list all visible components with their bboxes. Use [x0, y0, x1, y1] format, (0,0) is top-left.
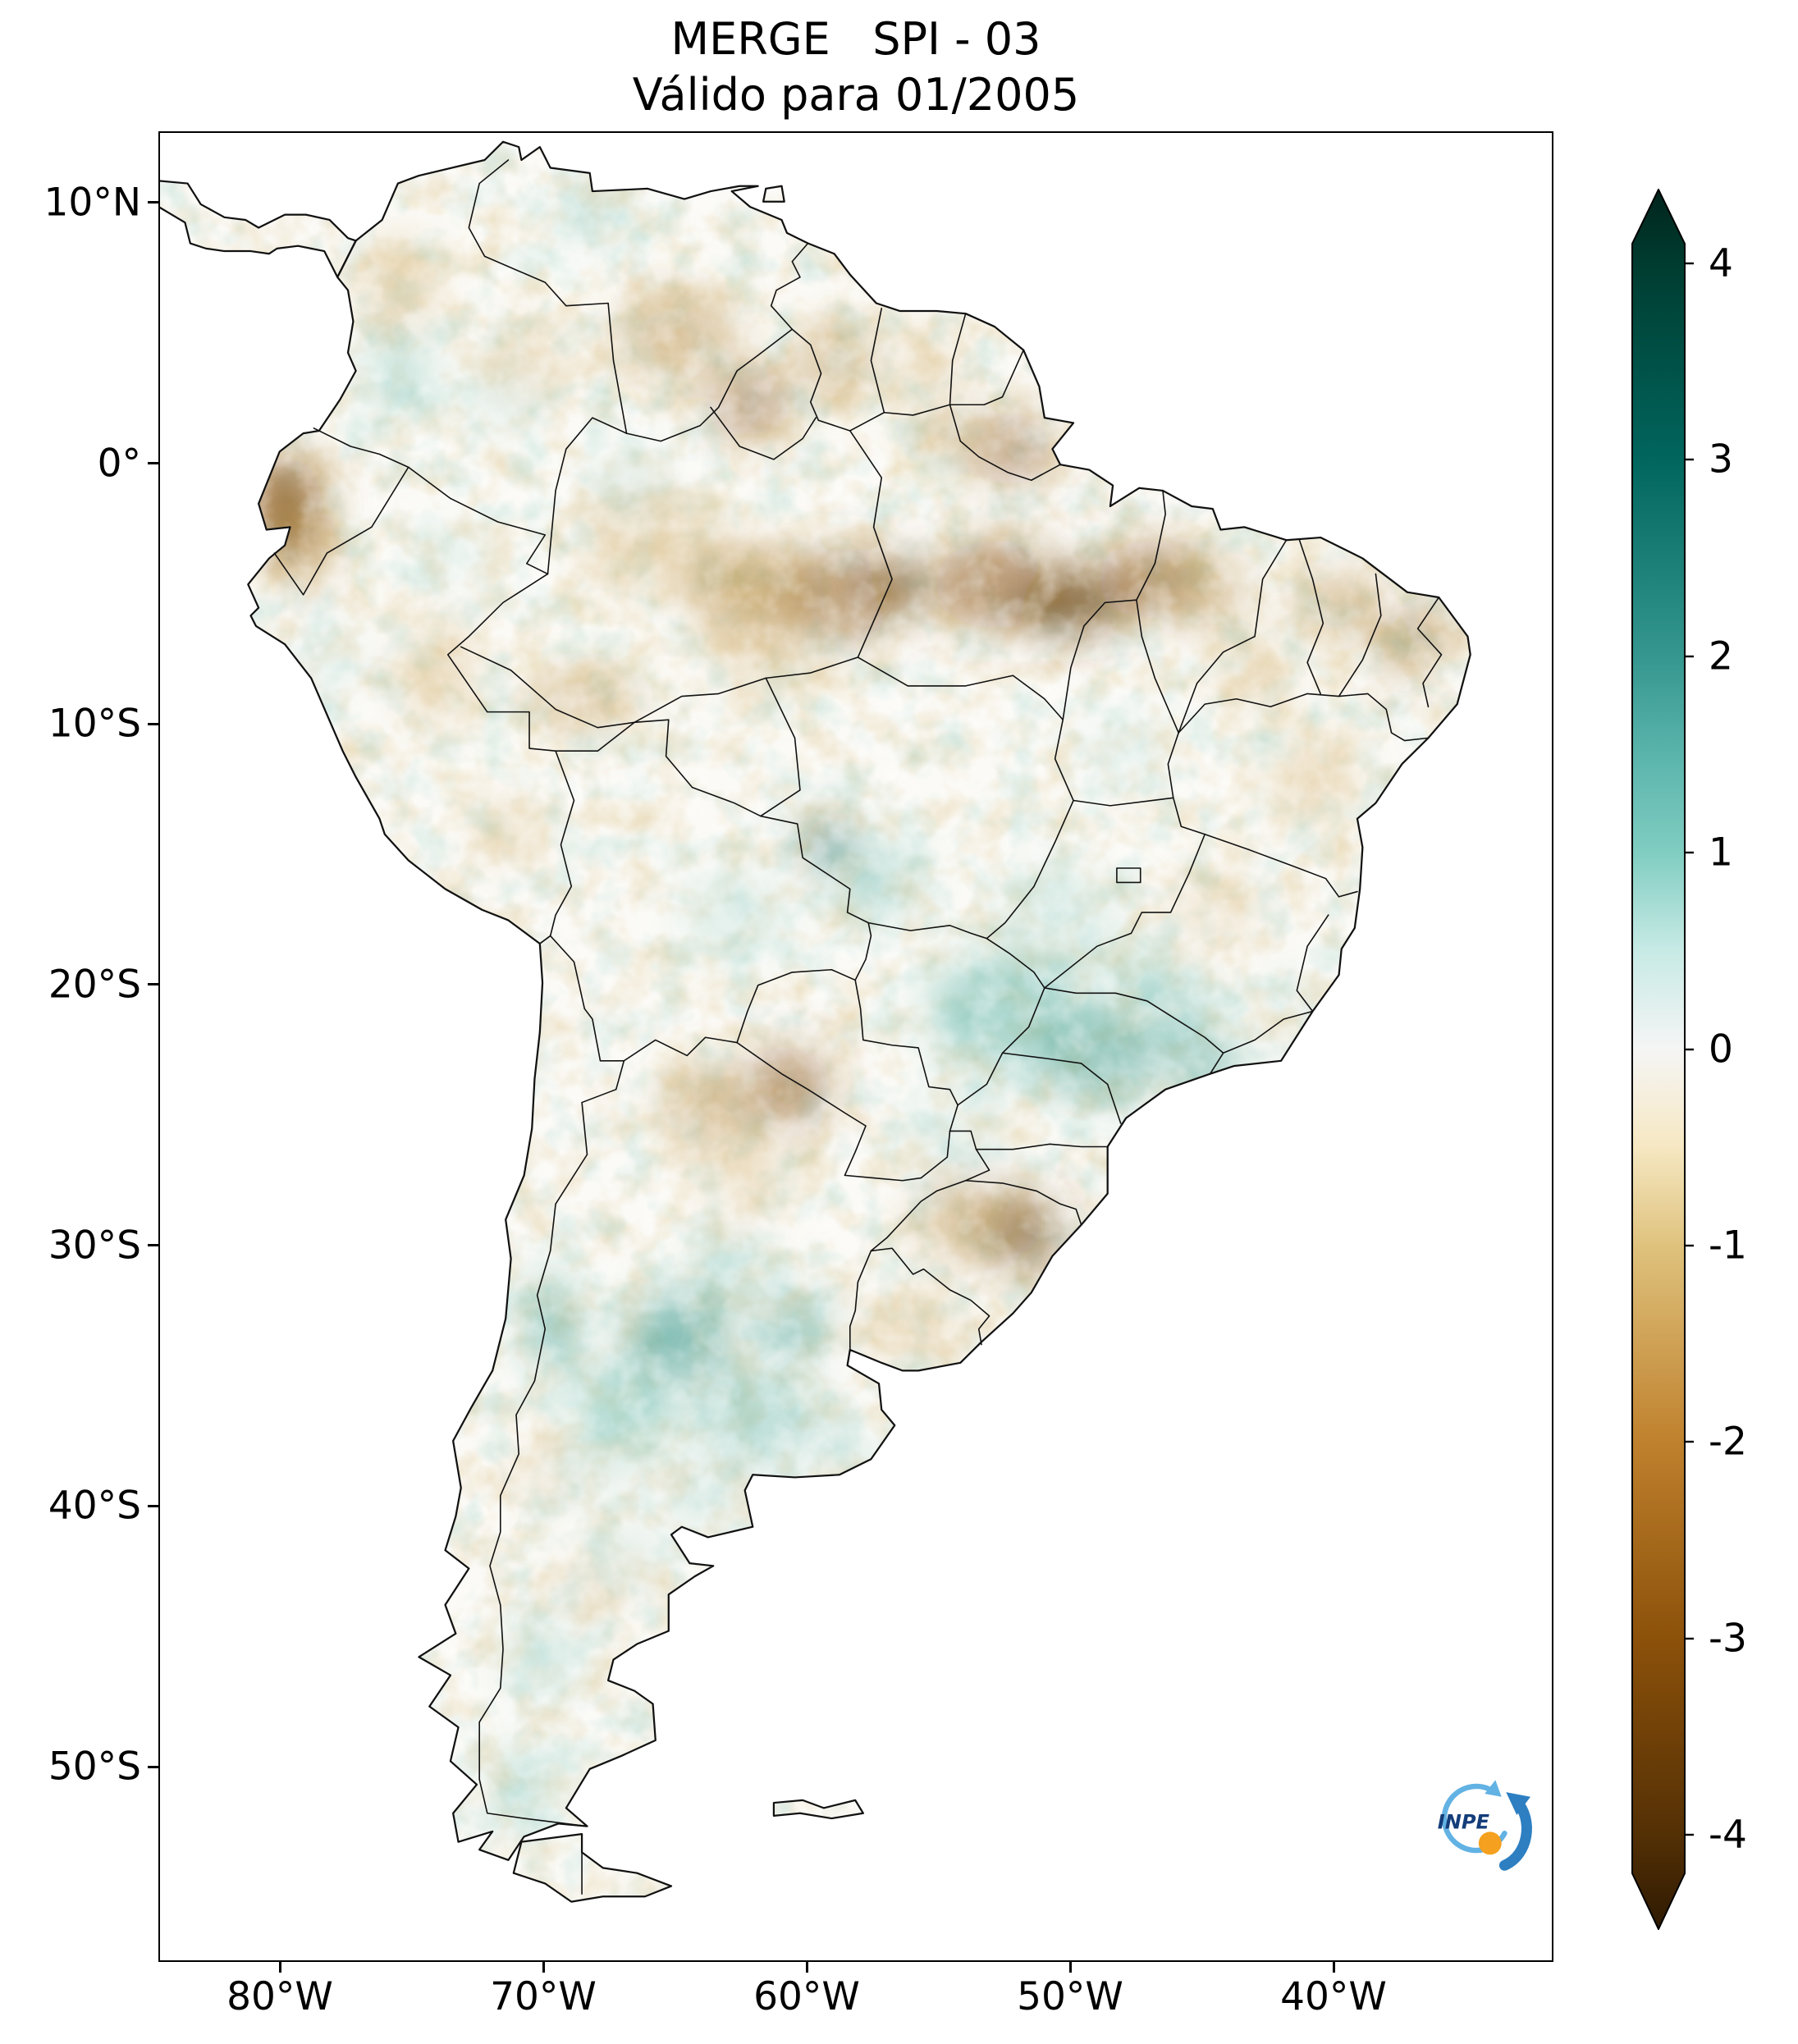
page-title: MERGE SPI - 03	[670, 13, 1041, 65]
x-tick-mark	[806, 1962, 808, 1973]
y-tick-label: 0°	[97, 441, 141, 487]
x-tick-mark	[1069, 1962, 1072, 1973]
x-tick-label: 70°W	[490, 1974, 597, 2019]
colorbar-label: 1	[1709, 830, 1733, 876]
colorbar-label: -1	[1709, 1223, 1747, 1269]
colorbar-label: 2	[1709, 633, 1733, 679]
inpe-logo: INPE	[1416, 1772, 1539, 1879]
y-tick-label: 40°S	[48, 1483, 141, 1529]
x-tick-mark	[542, 1962, 545, 1973]
colorbar-label: -2	[1709, 1419, 1747, 1465]
inpe-logo-text: INPE	[1438, 1811, 1490, 1834]
x-tick-label: 50°W	[1017, 1974, 1123, 2019]
page-subtitle: Válido para 01/2005	[632, 69, 1080, 121]
y-tick-mark	[148, 462, 158, 464]
y-tick-mark	[148, 1766, 158, 1768]
x-tick-mark	[1333, 1962, 1335, 1973]
y-tick-mark	[148, 1244, 158, 1246]
colorbar	[1631, 187, 1697, 1932]
y-tick-mark	[148, 983, 158, 985]
x-tick-label: 80°W	[226, 1974, 333, 2019]
state-country-borders	[273, 159, 1443, 1895]
colorbar-label: 0	[1709, 1027, 1733, 1072]
y-tick-label: 30°S	[48, 1223, 141, 1269]
inpe-logo-swirl-arrowhead-icon	[1485, 1780, 1502, 1797]
colorbar-label: -3	[1709, 1616, 1747, 1662]
y-tick-mark	[148, 1505, 158, 1507]
colorbar-label: 4	[1709, 240, 1733, 286]
south-america-spi-map	[160, 140, 1471, 1903]
y-tick-label: 50°S	[48, 1744, 141, 1790]
inpe-logo-orange-ball-icon	[1478, 1831, 1502, 1855]
y-tick-mark	[148, 723, 158, 725]
colorbar-label: 3	[1709, 437, 1733, 482]
x-tick-label: 60°W	[753, 1974, 860, 2019]
colorbar-gradient-bar	[1631, 187, 1686, 1932]
y-tick-label: 10°N	[43, 180, 141, 226]
y-tick-label: 20°S	[48, 962, 141, 1008]
y-tick-mark	[148, 201, 158, 203]
spi-raster-field	[160, 141, 1471, 1902]
map-frame	[158, 131, 1553, 1962]
x-tick-mark	[279, 1962, 281, 1973]
colorbar-tick-marks	[1685, 262, 1694, 1836]
x-tick-label: 40°W	[1280, 1974, 1387, 2019]
y-tick-label: 10°S	[48, 701, 141, 747]
inpe-logo-arrowhead-icon	[1506, 1792, 1530, 1815]
colorbar-label: -4	[1709, 1812, 1747, 1858]
